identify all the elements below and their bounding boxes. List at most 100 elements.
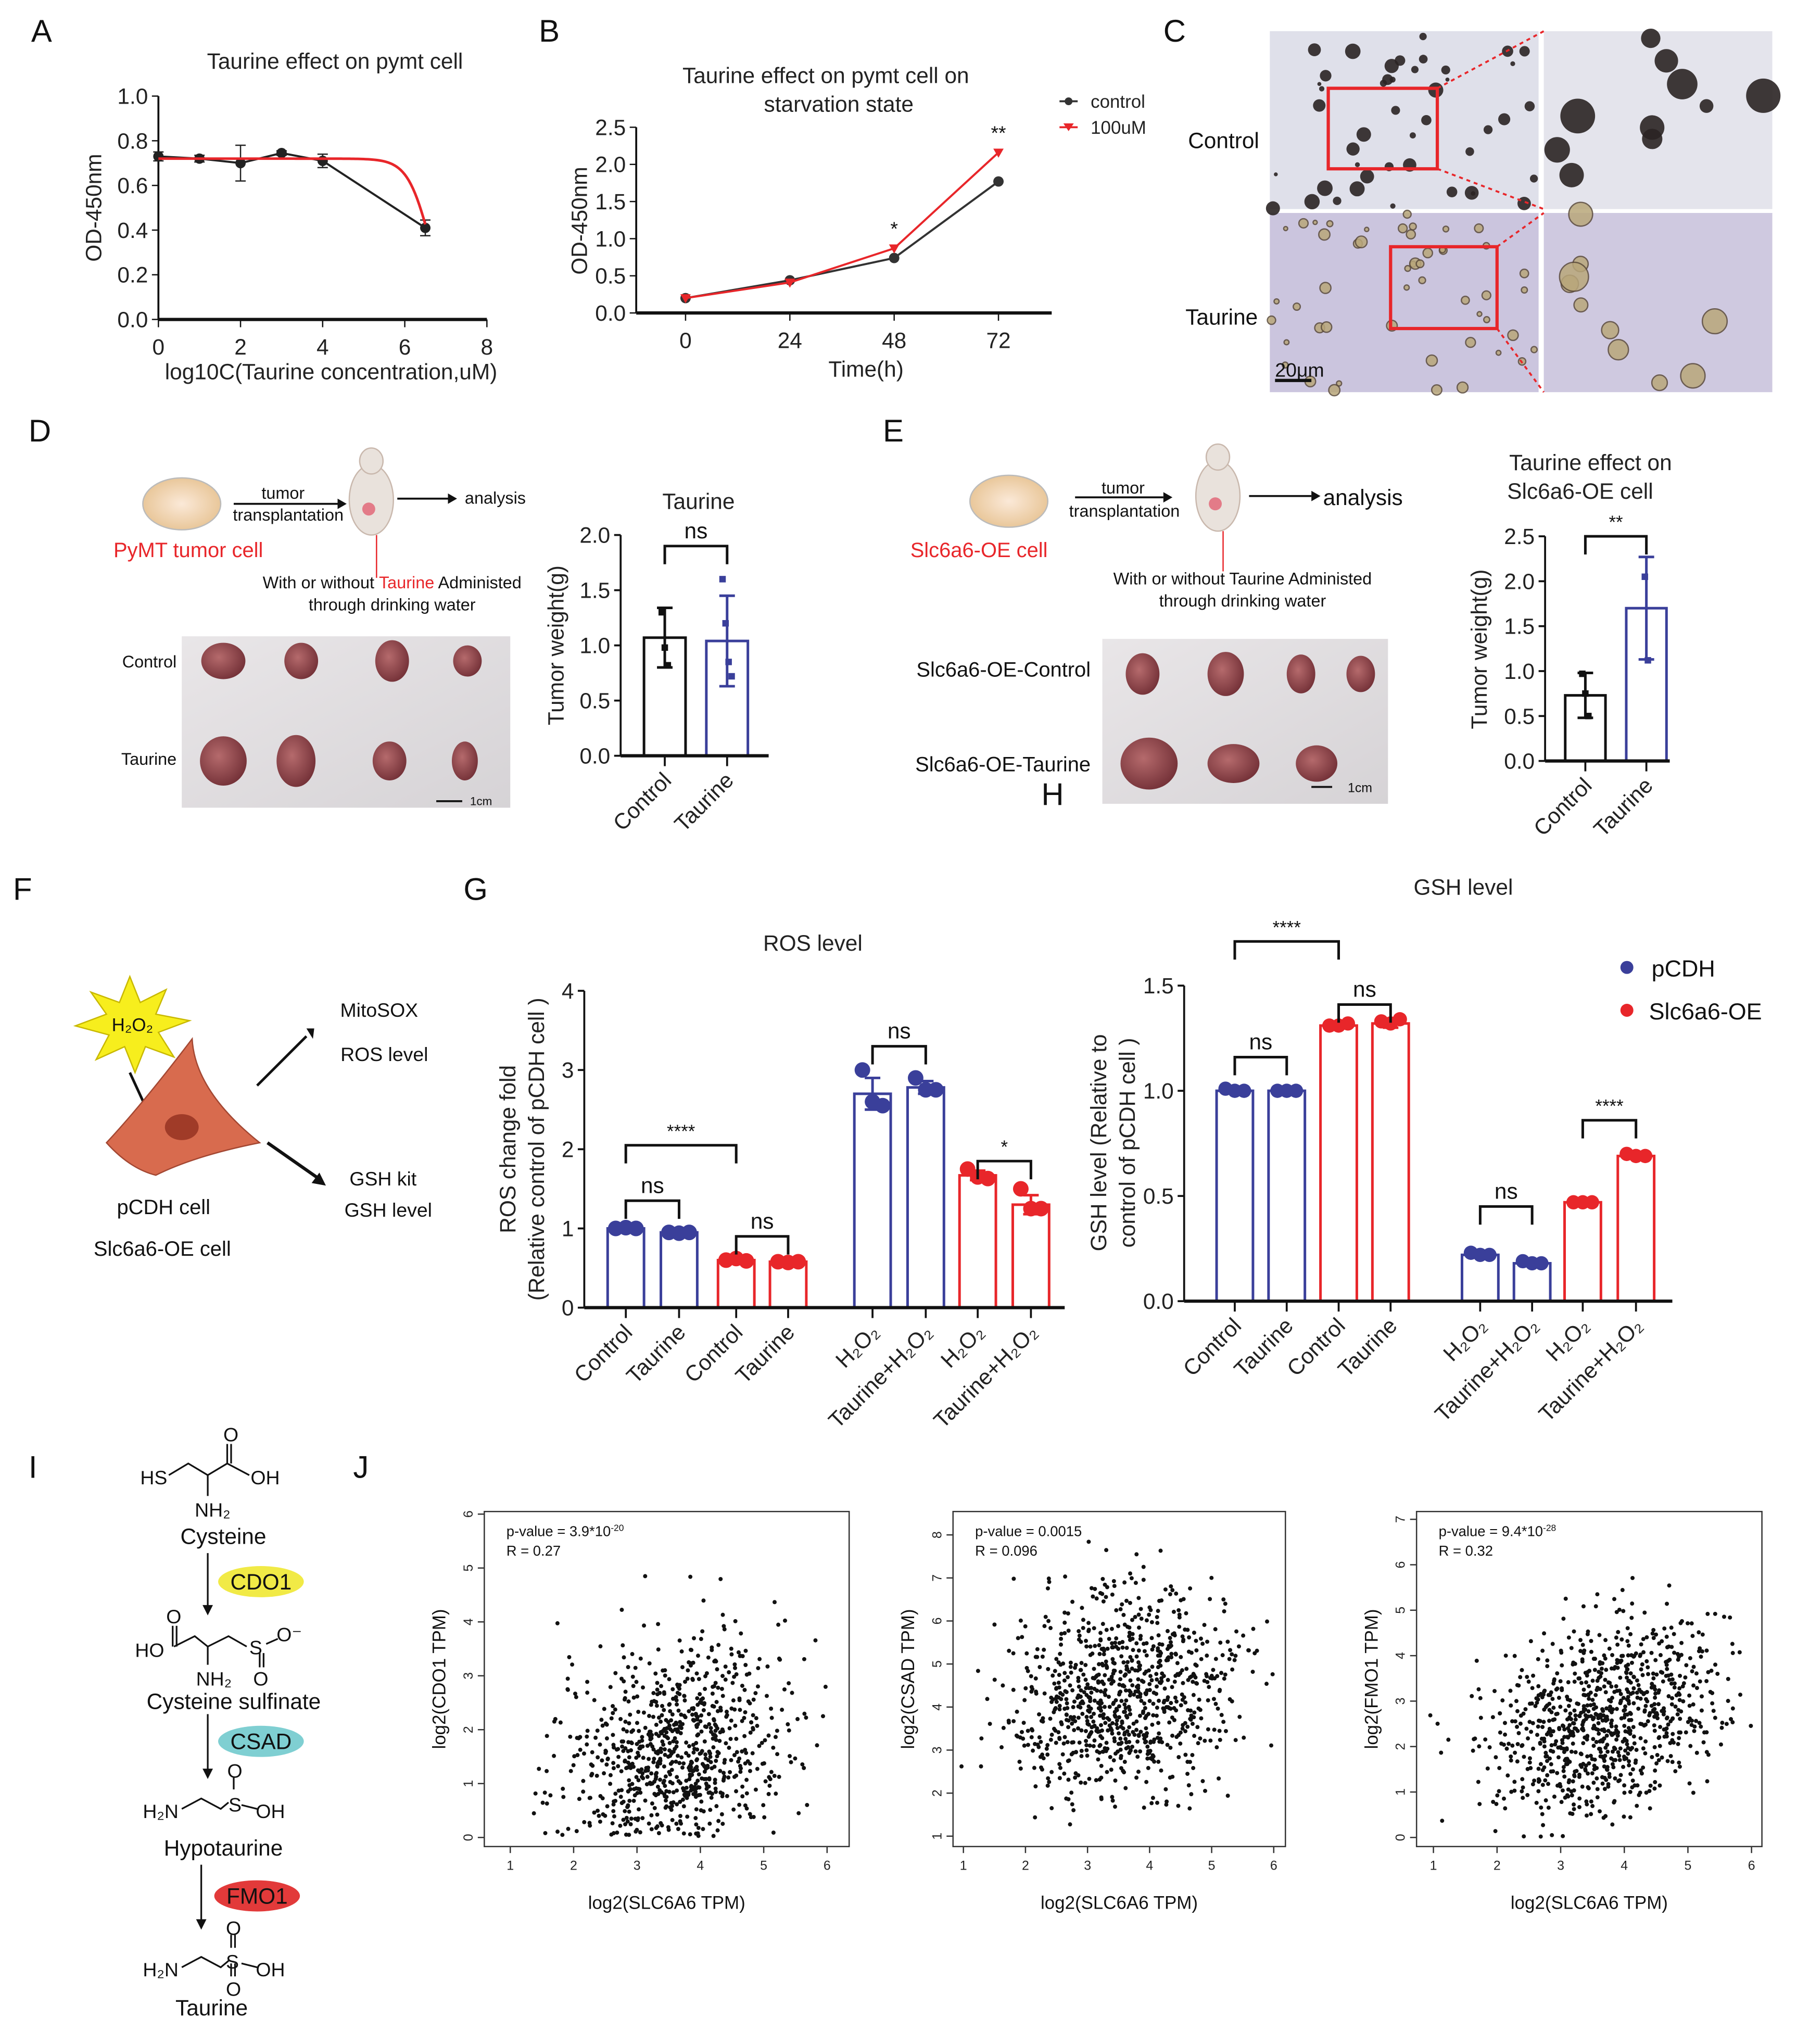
scatter-point bbox=[1142, 1649, 1147, 1654]
scatter-point bbox=[672, 1722, 676, 1727]
x-tick-label: 8 bbox=[481, 335, 493, 359]
scatter-point bbox=[1573, 1717, 1578, 1722]
scatter-point bbox=[1220, 1653, 1225, 1658]
scatter-point bbox=[1713, 1662, 1718, 1667]
scatter-point bbox=[1631, 1654, 1636, 1659]
scatter-point bbox=[1184, 1667, 1189, 1671]
scatter-point bbox=[1647, 1713, 1652, 1718]
scatter-point bbox=[1174, 1699, 1179, 1704]
scatter-point bbox=[1592, 1668, 1597, 1672]
scatter-point bbox=[1169, 1584, 1173, 1588]
significance-label: ns bbox=[685, 519, 708, 543]
scatter-point bbox=[1118, 1742, 1123, 1746]
scale-bar-label: 20μm bbox=[1275, 359, 1324, 381]
scatter-point bbox=[640, 1771, 645, 1776]
arrow-to-gsh bbox=[267, 1141, 321, 1181]
y-tick-label: 2 bbox=[562, 1137, 574, 1162]
scatter-point bbox=[1127, 1688, 1132, 1693]
chart-e-ylabel: Tumor weight(g) bbox=[1467, 570, 1491, 729]
scatter-point bbox=[710, 1692, 715, 1696]
scatter-point bbox=[1213, 1701, 1218, 1706]
scatter-point bbox=[724, 1709, 729, 1714]
p-value-exponent: -28 bbox=[1543, 1523, 1556, 1533]
x-tick-label: 6 bbox=[1270, 1859, 1277, 1873]
data-point bbox=[1638, 1149, 1653, 1164]
ros-level-label: ROS level bbox=[340, 1043, 428, 1065]
spheroid bbox=[1422, 247, 1434, 259]
scatter-point bbox=[1111, 1645, 1116, 1650]
arrow-head-icon bbox=[448, 493, 457, 504]
spheroid bbox=[1404, 264, 1411, 272]
scatter-point bbox=[1630, 1575, 1635, 1580]
scatter-point bbox=[1630, 1778, 1635, 1783]
scatter-point bbox=[1667, 1677, 1672, 1682]
scatter-point bbox=[753, 1787, 758, 1792]
hypo-oh: OH bbox=[256, 1800, 285, 1822]
scatter-point bbox=[1598, 1674, 1603, 1679]
scatter-point bbox=[1077, 1740, 1082, 1745]
scatter-point bbox=[1531, 1746, 1536, 1751]
scatter-point bbox=[1651, 1627, 1656, 1632]
scatter-point bbox=[749, 1720, 754, 1725]
scatter-point bbox=[638, 1656, 643, 1661]
scatter-point bbox=[675, 1682, 680, 1687]
scatter-point bbox=[756, 1666, 761, 1671]
scatter-point bbox=[1602, 1787, 1607, 1791]
scatter-point bbox=[699, 1729, 704, 1734]
scatter-point bbox=[1085, 1753, 1090, 1758]
scatter-point bbox=[1625, 1626, 1630, 1631]
scatter-point bbox=[1045, 1752, 1050, 1757]
tumor bbox=[453, 645, 482, 677]
scatter-point bbox=[1146, 1765, 1150, 1770]
scatter-point bbox=[1737, 1650, 1742, 1655]
note-taurine: Taurine bbox=[379, 573, 434, 592]
scatter-point bbox=[1101, 1715, 1106, 1720]
scatter-point bbox=[1018, 1618, 1023, 1623]
scatter-point bbox=[649, 1813, 654, 1818]
scatter-point bbox=[587, 1821, 592, 1825]
scatter-point bbox=[740, 1784, 745, 1789]
chart-a-title: Taurine effect on pymt cell bbox=[207, 49, 463, 73]
spheroid bbox=[1445, 77, 1450, 82]
scatter-point bbox=[1142, 1642, 1146, 1646]
p-value-text: p-value = 0.0015 bbox=[975, 1523, 1082, 1540]
scatter-point bbox=[1603, 1638, 1608, 1643]
scatter-point bbox=[1117, 1715, 1121, 1720]
scatter-point bbox=[674, 1759, 678, 1764]
panel-e-schematic: tumor transplantation analysis Slc6a6-OE… bbox=[910, 443, 1403, 804]
scatter-point bbox=[608, 1685, 613, 1689]
scatter-point bbox=[1545, 1703, 1549, 1708]
scatter-point bbox=[1509, 1758, 1513, 1763]
scatter-point bbox=[1094, 1596, 1099, 1601]
scatter-point bbox=[1535, 1700, 1539, 1705]
scatter-point bbox=[1585, 1632, 1590, 1636]
scatter-point bbox=[714, 1700, 719, 1705]
p-value-text: p-value = 3.9*10-20 bbox=[507, 1523, 624, 1540]
scatter-point bbox=[1720, 1721, 1725, 1725]
scatter-point bbox=[636, 1750, 640, 1755]
spheroid bbox=[1402, 209, 1412, 219]
scatter-point bbox=[1642, 1709, 1647, 1714]
scatter-point bbox=[697, 1676, 701, 1681]
scatter-point bbox=[695, 1696, 700, 1700]
scatter-point bbox=[634, 1775, 639, 1780]
data-point bbox=[1579, 670, 1586, 677]
scatter-point bbox=[1133, 1581, 1138, 1585]
scatter-point bbox=[675, 1788, 679, 1793]
panel-i-pathway bbox=[168, 1444, 279, 1977]
x-tick-label: Taurine bbox=[670, 768, 739, 837]
scatter-point bbox=[1076, 1679, 1081, 1683]
scatter-point bbox=[1062, 1771, 1067, 1776]
spheroid bbox=[1495, 349, 1502, 356]
scatter-point bbox=[675, 1775, 679, 1780]
scatter-point bbox=[1212, 1727, 1217, 1732]
scatter-point bbox=[1077, 1684, 1081, 1689]
scatter-point bbox=[644, 1765, 649, 1770]
spheroid bbox=[1441, 65, 1450, 75]
series-line-100uM bbox=[685, 152, 999, 299]
tumor bbox=[1125, 653, 1160, 695]
bar-5 bbox=[906, 1086, 945, 1309]
scatter-point bbox=[1677, 1760, 1681, 1765]
scatter-point bbox=[1122, 1731, 1127, 1735]
